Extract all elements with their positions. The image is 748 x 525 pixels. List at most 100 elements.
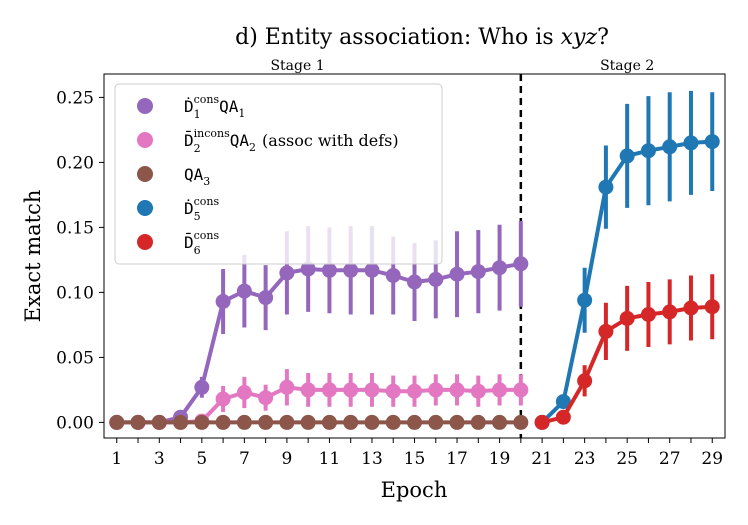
- legend-marker-d1: [137, 98, 153, 114]
- data-point-d5: [640, 143, 656, 159]
- x-tick-label: 11: [319, 449, 341, 469]
- legend-marker-d2: [137, 132, 153, 148]
- data-point-d1: [428, 271, 444, 287]
- data-point-d5: [683, 135, 699, 151]
- data-point-d2: [321, 382, 337, 398]
- data-point-qa3: [258, 414, 274, 430]
- data-point-d2: [343, 382, 359, 398]
- data-point-d1: [236, 283, 252, 299]
- legend: Ḋ1consQA1 D̄2inconsQA2 (assoc with defs) QA…: [114, 83, 443, 265]
- data-point-d1: [407, 274, 422, 290]
- data-point-qa3: [279, 414, 295, 430]
- legend-label-d1: Ḋ1consQA1: [184, 93, 245, 121]
- legend-label-d2: D̄2inconsQA2 (assoc with defs): [184, 127, 399, 155]
- data-point-qa3: [173, 414, 189, 430]
- x-tick-label: 29: [701, 449, 723, 469]
- data-point-d1: [321, 262, 337, 278]
- data-point-d1: [449, 266, 465, 282]
- data-point-d1: [513, 256, 529, 272]
- x-tick-label: 21: [531, 449, 553, 469]
- data-point-d1: [194, 379, 210, 395]
- data-point-d1: [364, 262, 380, 278]
- data-point-qa3: [109, 414, 125, 430]
- x-tick-label: 15: [404, 449, 426, 469]
- legend-marker-qa3: [137, 166, 153, 182]
- data-point-d1: [258, 290, 274, 306]
- data-point-d2: [364, 382, 380, 398]
- data-point-d6: [662, 304, 678, 320]
- data-point-d2: [215, 391, 231, 407]
- data-point-d2: [279, 379, 295, 395]
- data-point-d1: [279, 265, 295, 281]
- data-point-qa3: [492, 414, 508, 430]
- data-point-qa3: [470, 414, 486, 430]
- data-point-d2: [449, 382, 465, 398]
- legend-box: [114, 83, 443, 265]
- data-point-qa3: [130, 414, 146, 430]
- data-point-qa3: [151, 414, 167, 430]
- y-tick-label: 0.05: [56, 348, 94, 368]
- data-point-qa3: [449, 414, 465, 430]
- x-tick-label: 19: [489, 449, 511, 469]
- data-point-qa3: [364, 414, 380, 430]
- legend-label-d6: D̄6cons: [184, 229, 220, 257]
- data-point-d5: [619, 148, 635, 164]
- data-point-d5: [555, 394, 571, 410]
- data-point-d5: [577, 292, 593, 308]
- x-axis-label: Epoch: [381, 478, 448, 502]
- data-point-d1: [215, 294, 231, 309]
- x-tick-label: 1: [111, 449, 122, 469]
- legend-marker-d6: [137, 234, 153, 250]
- data-point-d1: [343, 262, 359, 278]
- data-point-qa3: [321, 414, 337, 430]
- x-tick-label: 5: [196, 449, 207, 469]
- y-tick-label: 0.00: [56, 413, 94, 433]
- data-point-qa3: [194, 414, 210, 430]
- x-tick-label: 3: [154, 449, 165, 469]
- data-point-d2: [470, 383, 486, 399]
- data-point-d6: [598, 323, 614, 339]
- stage-label-2: Stage 2: [600, 58, 654, 74]
- data-point-d1: [470, 264, 486, 280]
- x-tick-label: 23: [574, 449, 596, 469]
- y-tick-label: 0.20: [56, 153, 94, 173]
- data-point-d6: [555, 409, 571, 425]
- legend-label-qa3: QA3: [184, 165, 210, 188]
- legend-marker-d5: [137, 200, 153, 216]
- y-tick-label: 0.10: [56, 283, 94, 303]
- x-tick-label: 7: [239, 449, 250, 469]
- data-point-qa3: [513, 414, 529, 430]
- data-point-d6: [619, 310, 635, 326]
- data-point-d6: [534, 414, 550, 430]
- x-tick-label: 13: [361, 449, 383, 469]
- data-point-qa3: [215, 414, 231, 430]
- data-point-d6: [577, 373, 593, 389]
- data-point-d5: [662, 139, 678, 155]
- y-tick-label: 0.25: [56, 88, 94, 108]
- data-point-qa3: [385, 414, 401, 430]
- axes: Stage 1 Stage 21 3 5 7 9 11 13 15 17 19 21 23 25 27 290…: [56, 58, 723, 469]
- data-point-d2: [492, 382, 508, 398]
- data-point-d5: [598, 179, 614, 195]
- stage-label-1: Stage 1: [270, 58, 324, 74]
- x-tick-label: 27: [659, 449, 681, 469]
- data-point-d2: [513, 382, 529, 398]
- data-point-d2: [428, 382, 444, 398]
- x-tick-label: 9: [281, 449, 292, 469]
- data-point-d1: [492, 260, 508, 276]
- series-line-d1: [116, 261, 522, 425]
- legend-label-d5: Ḋ5cons: [184, 195, 220, 223]
- data-point-d5: [704, 134, 720, 150]
- x-tick-label: 25: [616, 449, 638, 469]
- chart-title: d) Entity association: Who is xyz?: [235, 25, 609, 50]
- data-point-d6: [683, 300, 699, 316]
- y-axis-label: Exact match: [21, 190, 45, 323]
- x-tick-label: 17: [446, 449, 468, 469]
- data-point-d2: [236, 385, 252, 400]
- data-point-qa3: [343, 414, 359, 430]
- data-point-d2: [258, 390, 274, 406]
- data-point-d2: [300, 382, 316, 398]
- data-point-d6: [704, 299, 720, 315]
- data-point-qa3: [300, 414, 316, 430]
